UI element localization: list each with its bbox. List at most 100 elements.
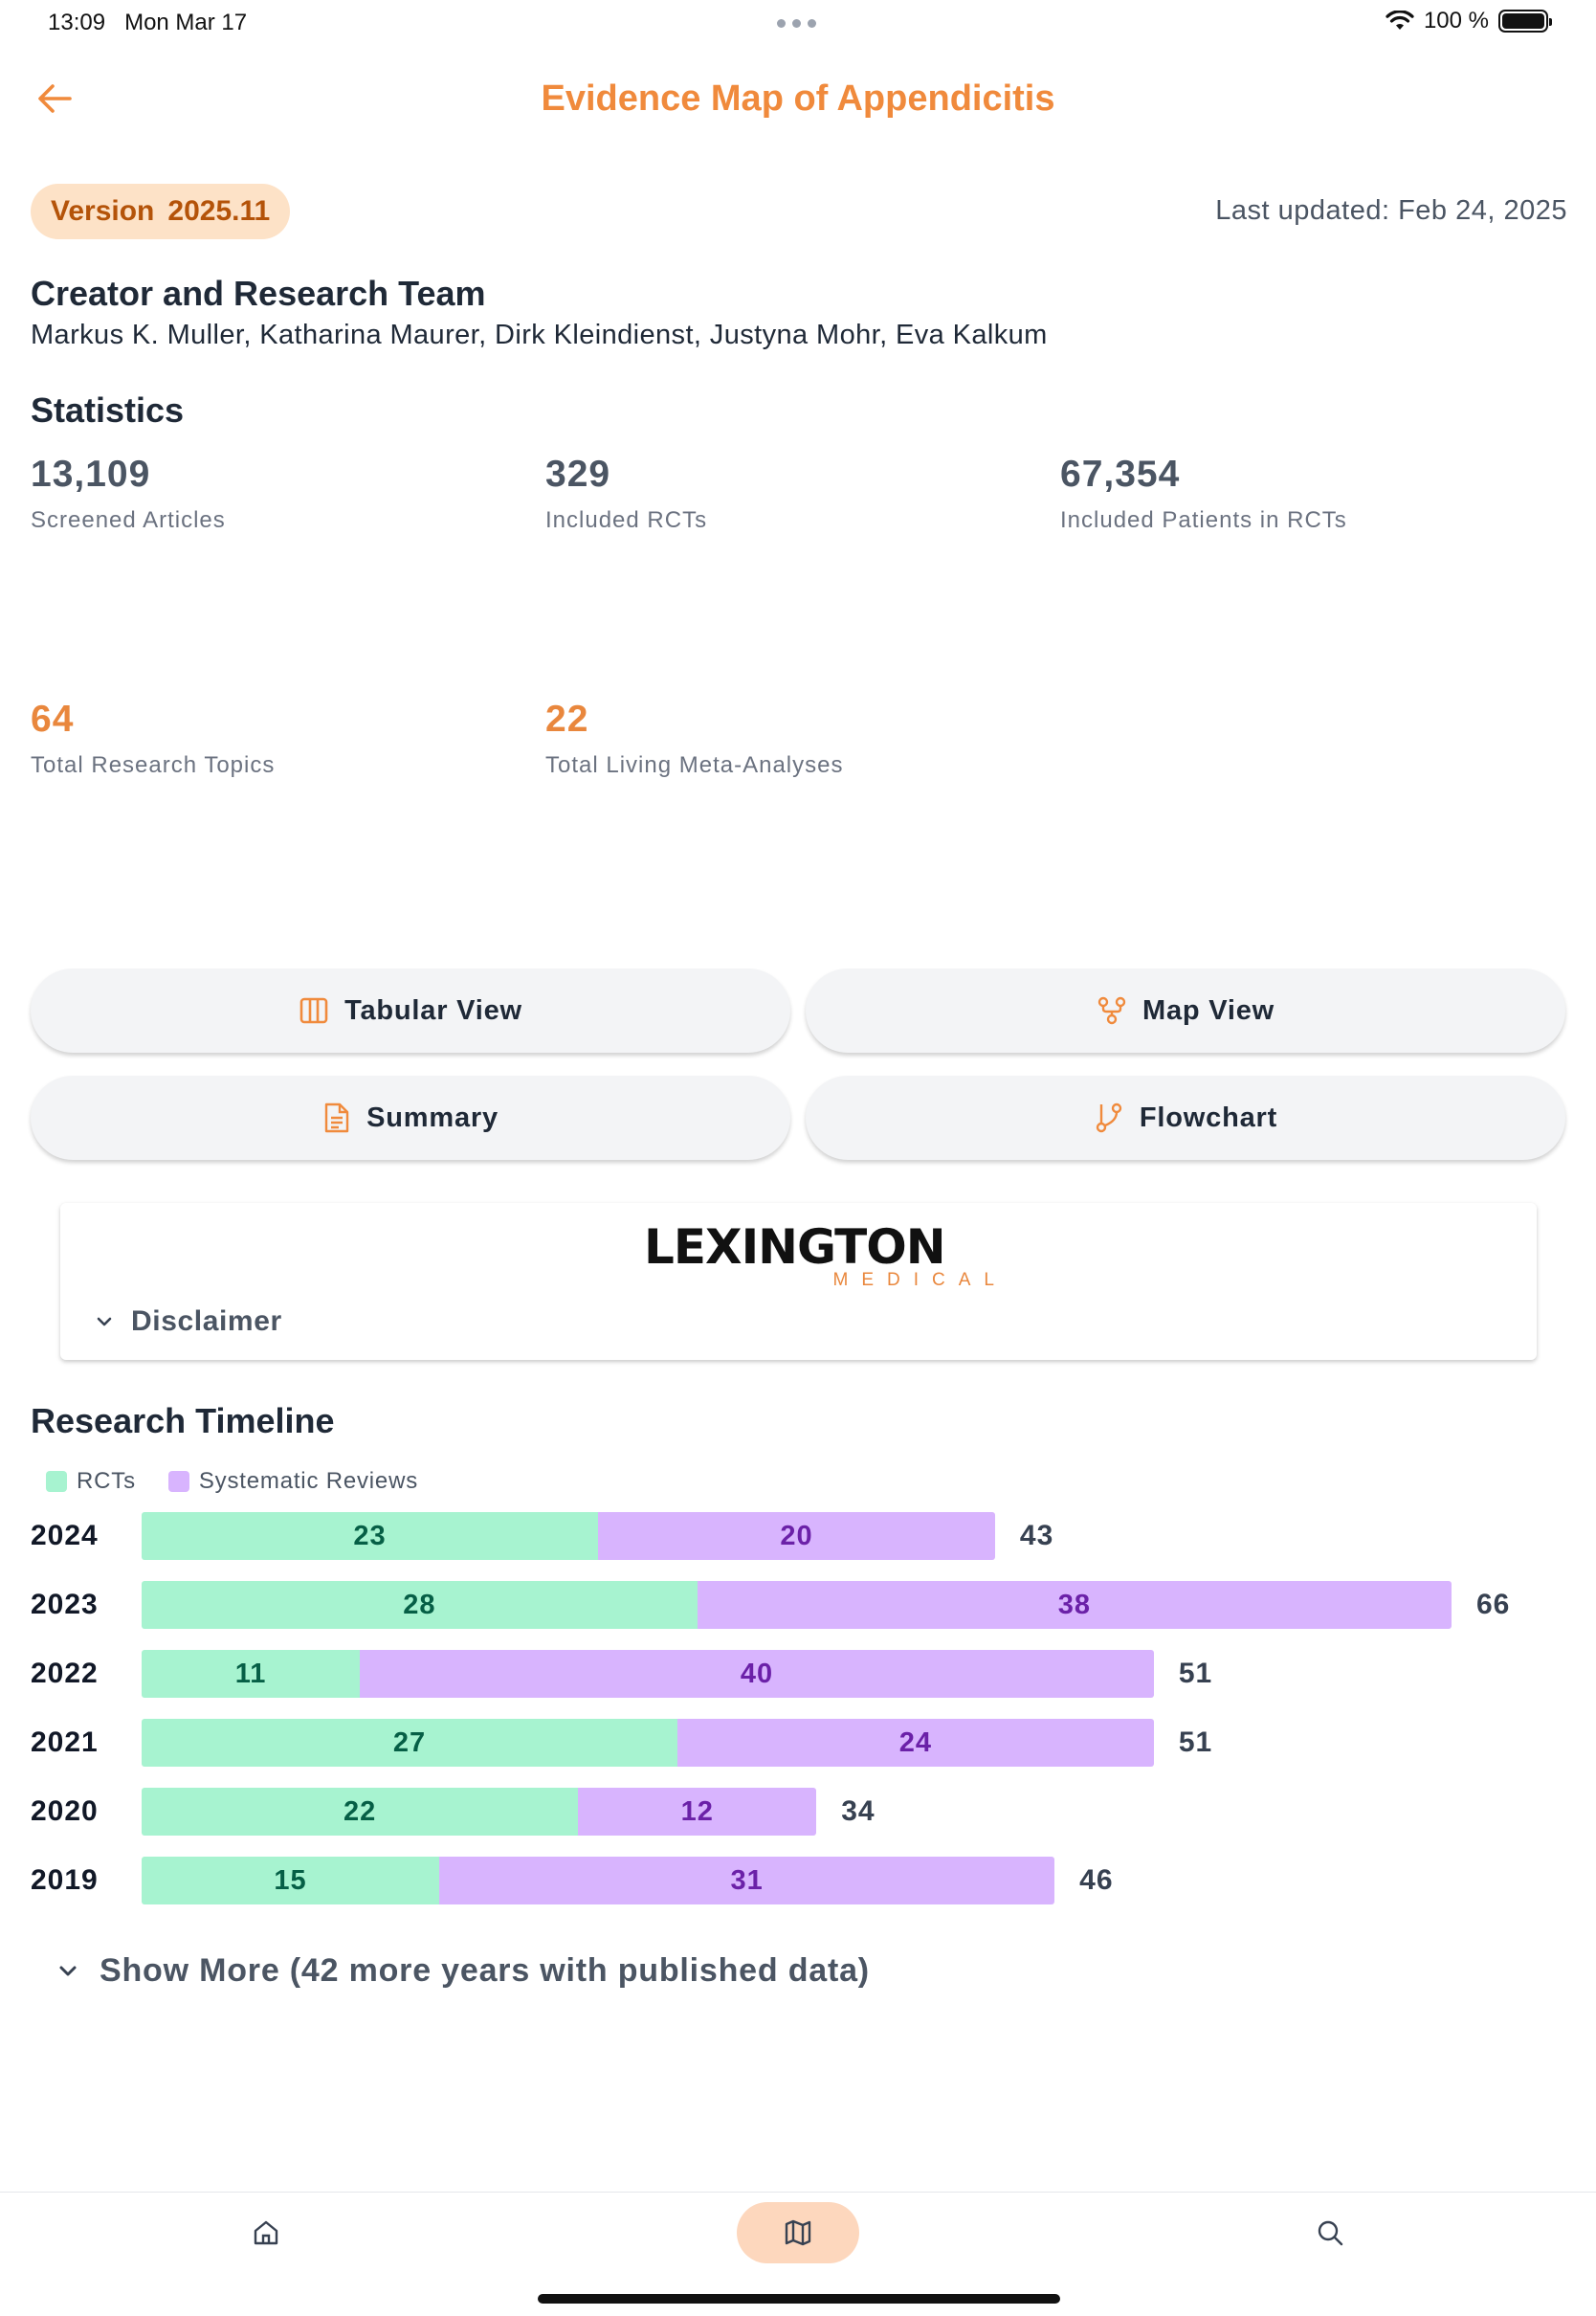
timeline-row-2024: 2024 23 20 43 <box>0 1512 1596 1560</box>
stat-label: Total Research Topics <box>31 752 276 778</box>
bar-total-label: 51 <box>1178 1726 1213 1758</box>
sponsor-card: LEXINGTON MEDICAL Disclaimer <box>60 1203 1537 1360</box>
map-view-label: Map View <box>1142 994 1275 1026</box>
legend-label-systematic-reviews: Systematic Reviews <box>198 1468 418 1494</box>
bar-segment-rcts: 11 <box>142 1650 361 1698</box>
bar-segment-systematic-reviews: 38 <box>697 1581 1452 1629</box>
bar-total-label: 46 <box>1079 1864 1114 1896</box>
status-date: Mon Mar 17 <box>124 10 248 35</box>
bar-segment-rcts: 28 <box>142 1581 698 1629</box>
map-view-button[interactable]: Map View <box>806 969 1565 1053</box>
timeline-bar: 15 31 <box>142 1857 1055 1904</box>
timeline-year-label: 2022 <box>31 1658 99 1689</box>
legend-item-systematic-reviews: Systematic Reviews <box>167 1468 418 1495</box>
stat-included-rcts: 329 Included RCTs <box>545 454 707 534</box>
bar-total-label: 66 <box>1476 1589 1511 1620</box>
stat-screened-articles: 13,109 Screened Articles <box>31 454 226 534</box>
team-heading: Creator and Research Team <box>31 274 486 313</box>
bar-segment-rcts: 15 <box>142 1857 440 1904</box>
timeline-year-label: 2023 <box>31 1589 99 1620</box>
bar-segment-systematic-reviews: 20 <box>598 1512 995 1560</box>
show-more-label: Show More (42 more years with published … <box>100 1952 870 1989</box>
status-time: 13:09 Mon Mar 17 <box>48 10 247 36</box>
logo-main-text: LEXINGTON <box>644 1219 946 1275</box>
stat-value: 64 <box>31 699 75 740</box>
stat-label: Total Living Meta-Analyses <box>545 752 844 778</box>
lexington-medical-logo: LEXINGTON MEDICAL <box>644 1219 1008 1290</box>
status-clock: 13:09 <box>48 10 106 35</box>
wifi-icon <box>1385 11 1414 30</box>
legend-swatch-rcts <box>46 1471 67 1492</box>
stat-label: Included RCTs <box>545 507 708 533</box>
bar-segment-rcts: 23 <box>142 1512 599 1560</box>
bottom-nav <box>0 2192 1596 2316</box>
timeline-row-2022: 2022 11 40 51 <box>0 1650 1596 1698</box>
battery-percent: 100 % <box>1423 8 1489 33</box>
timeline-bar: 11 40 <box>142 1650 1154 1698</box>
status-bar: 13:09 Mon Mar 17 100 % <box>0 0 1596 46</box>
bar-segment-rcts: 27 <box>142 1719 678 1767</box>
summary-button[interactable]: Summary <box>31 1076 790 1160</box>
last-updated: Last updated: Feb 24, 2025 <box>1215 195 1567 226</box>
stat-value: 67,354 <box>1060 454 1181 495</box>
bar-total-label: 34 <box>841 1795 876 1827</box>
git-branch-icon <box>1096 1102 1122 1133</box>
timeline-legend: RCTs Systematic Reviews <box>46 1468 451 1495</box>
stat-research-topics: 64 Total Research Topics <box>31 699 275 779</box>
tabular-view-button[interactable]: Tabular View <box>31 969 790 1053</box>
timeline-bar: 27 24 <box>142 1719 1154 1767</box>
timeline-year-label: 2019 <box>31 1864 99 1896</box>
bar-segment-systematic-reviews: 12 <box>578 1788 817 1836</box>
nav-search[interactable] <box>1269 2202 1391 2263</box>
network-icon <box>1097 996 1126 1025</box>
back-button[interactable] <box>34 78 75 119</box>
battery-icon <box>1498 10 1552 33</box>
version-value: 2025.11 <box>167 195 271 227</box>
version-badge: Version 2025.11 <box>31 184 291 239</box>
map-icon <box>785 2219 811 2246</box>
bar-total-label: 43 <box>1019 1520 1054 1551</box>
stat-value: 13,109 <box>31 454 151 495</box>
team-names: Markus K. Muller, Katharina Maurer, Dirk… <box>31 320 1048 350</box>
bar-segment-systematic-reviews: 31 <box>439 1857 1055 1904</box>
timeline-row-2021: 2021 27 24 51 <box>0 1719 1596 1767</box>
timeline-bar: 23 20 <box>142 1512 995 1560</box>
timeline-heading: Research Timeline <box>31 1401 335 1440</box>
nav-home[interactable] <box>205 2202 327 2263</box>
stat-included-patients: 67,354 Included Patients in RCTs <box>1060 454 1347 534</box>
timeline-row-2023: 2023 28 38 66 <box>0 1581 1596 1629</box>
document-icon <box>324 1102 349 1133</box>
summary-label: Summary <box>366 1102 499 1133</box>
disclaimer-toggle[interactable]: Disclaimer <box>95 1301 282 1343</box>
timeline-year-label: 2020 <box>31 1795 99 1827</box>
version-label: Version <box>51 195 155 227</box>
timeline-row-2020: 2020 22 12 34 <box>0 1788 1596 1836</box>
legend-item-rcts: RCTs <box>46 1468 136 1495</box>
legend-label-rcts: RCTs <box>77 1468 136 1494</box>
disclaimer-label: Disclaimer <box>131 1305 282 1337</box>
flowchart-button[interactable]: Flowchart <box>806 1076 1565 1160</box>
timeline-year-label: 2021 <box>31 1726 99 1758</box>
stat-value: 22 <box>545 699 589 740</box>
show-more-button[interactable]: Show More (42 more years with published … <box>57 1952 870 1990</box>
bar-total-label: 51 <box>1178 1658 1213 1689</box>
bar-segment-rcts: 22 <box>142 1788 579 1836</box>
multitasking-dots-icon[interactable] <box>777 19 816 28</box>
nav-map[interactable] <box>737 2202 859 2263</box>
arrow-left-icon <box>38 84 72 113</box>
tabular-view-label: Tabular View <box>344 994 522 1026</box>
search-icon <box>1318 2220 1343 2246</box>
bar-segment-systematic-reviews: 40 <box>360 1650 1154 1698</box>
chevron-down-icon <box>59 1966 77 1975</box>
chevron-down-icon <box>97 1317 112 1326</box>
timeline-year-label: 2024 <box>31 1520 99 1551</box>
stat-label: Screened Articles <box>31 507 226 533</box>
timeline-bar: 28 38 <box>142 1581 1452 1629</box>
legend-swatch-systematic-reviews <box>167 1471 189 1492</box>
logo-sub-text: MEDICAL <box>832 1270 1008 1290</box>
home-indicator <box>538 2294 1060 2304</box>
bar-segment-systematic-reviews: 24 <box>677 1719 1154 1767</box>
flowchart-label: Flowchart <box>1139 1102 1278 1133</box>
timeline-row-2019: 2019 15 31 46 <box>0 1857 1596 1904</box>
stat-living-meta-analyses: 22 Total Living Meta-Analyses <box>545 699 843 779</box>
